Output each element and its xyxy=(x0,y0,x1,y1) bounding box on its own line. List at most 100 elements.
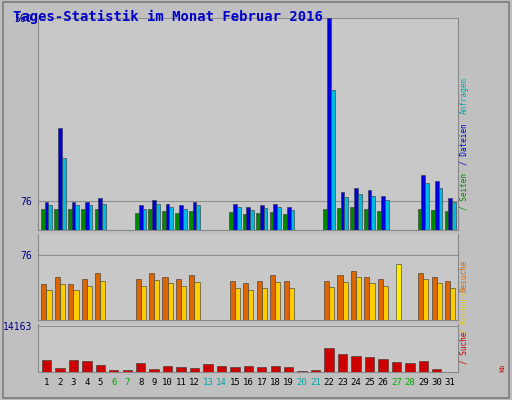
Bar xyxy=(248,290,253,320)
Bar xyxy=(324,348,334,372)
Bar xyxy=(423,279,429,320)
Bar xyxy=(275,282,281,320)
Bar xyxy=(45,202,48,230)
Bar xyxy=(435,181,439,230)
Bar xyxy=(297,371,307,372)
Bar xyxy=(396,264,401,320)
Bar xyxy=(277,207,281,230)
Bar xyxy=(354,188,358,230)
Bar xyxy=(378,279,383,320)
Bar xyxy=(364,209,368,230)
Bar xyxy=(167,283,173,320)
Bar xyxy=(283,214,287,230)
Bar xyxy=(243,283,248,320)
Bar xyxy=(392,362,401,372)
Bar xyxy=(432,370,441,372)
Text: Besuche: Besuche xyxy=(460,260,469,292)
Bar xyxy=(62,158,66,230)
Bar xyxy=(98,198,102,230)
Bar xyxy=(95,273,100,320)
Bar xyxy=(257,281,262,320)
Bar xyxy=(337,208,340,230)
Bar xyxy=(450,288,455,320)
Bar xyxy=(250,210,254,230)
Bar xyxy=(383,286,388,320)
Bar xyxy=(102,204,106,230)
Bar xyxy=(358,194,361,230)
Bar xyxy=(421,175,425,230)
Bar xyxy=(150,370,159,372)
Bar xyxy=(329,287,334,320)
Bar xyxy=(432,277,437,320)
Bar xyxy=(284,367,293,372)
Bar xyxy=(149,273,154,320)
Bar xyxy=(163,366,173,372)
Bar xyxy=(136,363,145,372)
Bar xyxy=(289,288,294,320)
Bar xyxy=(243,214,246,230)
Bar xyxy=(287,206,291,230)
Bar xyxy=(444,211,449,230)
Bar xyxy=(244,366,253,372)
Bar xyxy=(156,204,160,230)
Bar xyxy=(72,202,75,230)
Bar xyxy=(183,209,187,230)
Bar xyxy=(47,290,52,320)
Bar xyxy=(48,205,52,230)
Bar xyxy=(370,283,375,320)
Bar xyxy=(142,209,146,230)
Bar xyxy=(68,209,72,230)
Bar xyxy=(85,202,89,230)
Bar xyxy=(197,205,200,230)
Bar xyxy=(41,284,47,320)
Bar xyxy=(368,190,371,230)
Bar xyxy=(351,271,356,320)
Bar xyxy=(257,367,266,372)
Text: / Rechner: / Rechner xyxy=(460,291,469,333)
Bar xyxy=(270,366,280,372)
Bar xyxy=(418,361,428,372)
Bar xyxy=(60,284,65,320)
Bar xyxy=(166,204,169,230)
Bar xyxy=(42,360,51,372)
Text: / Suche: / Suche xyxy=(460,332,469,364)
Bar xyxy=(82,361,92,372)
Bar xyxy=(439,188,442,230)
Bar xyxy=(284,281,289,320)
Bar xyxy=(378,359,388,372)
Text: / Dateien: / Dateien xyxy=(460,123,469,165)
Bar xyxy=(169,207,173,230)
Bar xyxy=(365,356,374,372)
Bar xyxy=(381,196,385,230)
Bar xyxy=(260,205,264,230)
Bar xyxy=(351,356,360,372)
Bar xyxy=(89,205,93,230)
Text: Anfragen: Anfragen xyxy=(460,78,469,114)
Bar xyxy=(136,279,141,320)
Bar xyxy=(176,279,181,320)
Bar xyxy=(190,368,199,372)
Bar xyxy=(82,279,87,320)
Bar xyxy=(270,275,275,320)
Text: / Seiten: / Seiten xyxy=(460,174,469,210)
Bar xyxy=(69,360,78,372)
Bar xyxy=(55,368,65,372)
Bar xyxy=(291,210,294,230)
Bar xyxy=(311,370,321,372)
Bar xyxy=(176,367,186,372)
Bar xyxy=(425,183,429,230)
Bar xyxy=(437,283,442,320)
Text: Tages-Statistik im Monat Februar 2016: Tages-Statistik im Monat Februar 2016 xyxy=(13,10,323,24)
Bar xyxy=(418,273,423,320)
Bar xyxy=(445,281,450,320)
Bar xyxy=(256,213,260,230)
Bar xyxy=(73,290,78,320)
Bar xyxy=(270,212,273,230)
Bar xyxy=(371,196,375,230)
Bar xyxy=(96,365,105,372)
Bar xyxy=(327,18,331,230)
Bar xyxy=(350,207,354,230)
Bar xyxy=(135,213,139,230)
Bar xyxy=(324,281,329,320)
Bar xyxy=(54,209,58,230)
